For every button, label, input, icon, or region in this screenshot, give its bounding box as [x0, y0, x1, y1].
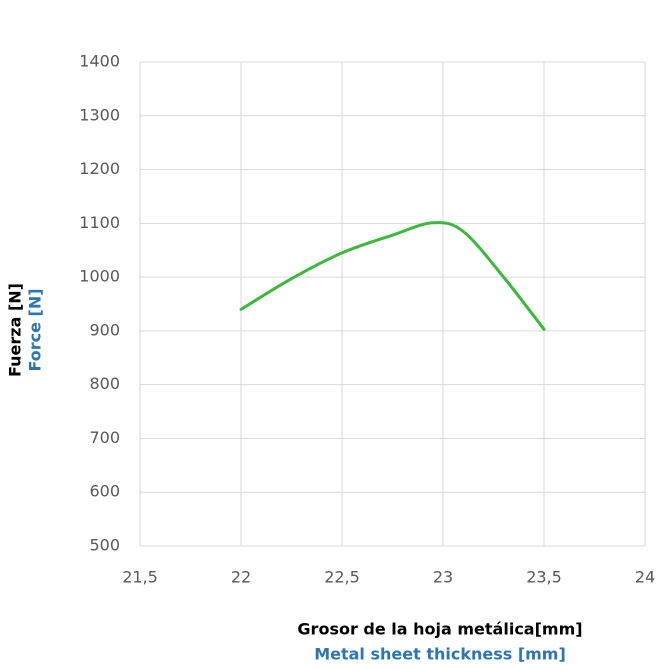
x-tick-label: 24 — [635, 568, 655, 587]
x-tick-label: 21,5 — [122, 568, 158, 587]
y-tick-label: 1000 — [79, 267, 120, 286]
x-tick-label: 23,5 — [526, 568, 562, 587]
y-tick-label: 600 — [89, 482, 120, 501]
y-tick-label: 1100 — [79, 213, 120, 232]
x-axis-label-translation: Metal sheet thickness [mm] — [314, 645, 566, 664]
y-tick-label: 900 — [89, 320, 120, 339]
y-tick-label: 1400 — [79, 52, 120, 71]
x-axis-label: Grosor de la hoja metálica[mm] — [297, 620, 582, 639]
y-tick-label: 700 — [89, 428, 120, 447]
y-tick-label: 1300 — [79, 105, 120, 124]
y-axis-label: Fuerza [N] — [6, 283, 25, 377]
y-tick-label: 500 — [89, 536, 120, 555]
data-line — [239, 221, 546, 331]
y-tick-label: 1200 — [79, 159, 120, 178]
y-axis-label-translation: Force [N] — [26, 288, 45, 371]
x-tick-label: 23 — [433, 568, 453, 587]
x-tick-label: 22 — [231, 568, 251, 587]
y-tick-label: 800 — [89, 374, 120, 393]
x-tick-label: 22,5 — [324, 568, 360, 587]
